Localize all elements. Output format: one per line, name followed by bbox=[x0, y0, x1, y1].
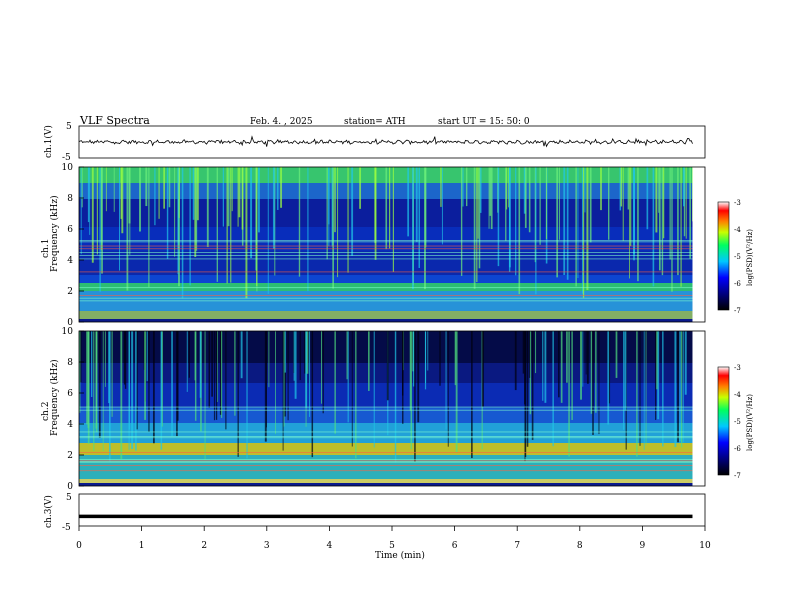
ch1-spec-ylabel-frequency: Frequency (kHz) bbox=[49, 195, 60, 272]
ch2-colorbar-tick: -7 bbox=[734, 472, 741, 480]
ch1-colorbar-tick: -5 bbox=[734, 253, 741, 261]
ch2-spec-ytick-label: 8 bbox=[67, 358, 73, 368]
ch2-colorbar-tick: -5 bbox=[734, 418, 741, 426]
x-tick-label: 9 bbox=[640, 541, 646, 551]
ch1-colorbar-tick: -3 bbox=[734, 199, 741, 207]
ch2-spec-ylabel-frequency: Frequency (kHz) bbox=[49, 359, 60, 436]
x-tick-label: 4 bbox=[327, 541, 333, 551]
ch1-ylabel: ch.1(V) bbox=[43, 125, 54, 158]
x-axis-label: Time (min) bbox=[375, 550, 425, 561]
ch3-ylabel: ch.3(V) bbox=[43, 495, 54, 528]
ch2-spectrogram-panel: 0 2 4 6 8 10 ch.2 Frequency (kHz) bbox=[41, 327, 706, 492]
ch1-spec-ytick-label: 2 bbox=[67, 287, 73, 297]
ch1-colorbar: -3 -4 -5 -6 -7 log(PSD)(V²/Hz) bbox=[717, 199, 754, 315]
ch2-colorbar-tick: -3 bbox=[734, 364, 741, 372]
ch2-spectrogram-image bbox=[79, 331, 705, 486]
ch1-spectrogram-image bbox=[79, 167, 705, 322]
station-label: station= ATH bbox=[344, 117, 406, 127]
ch1-spectrogram-panel: 0 2 4 6 8 10 ch.1 Frequency (kHz) bbox=[41, 163, 706, 328]
ch1-ytick-max: 5 bbox=[66, 122, 72, 132]
date-label: Feb. 4. , 2025 bbox=[250, 117, 313, 127]
ch1-colorbar-tick: -4 bbox=[734, 226, 741, 234]
ch1-waveform-line bbox=[78, 135, 693, 148]
ch3-ytick-max: 5 bbox=[66, 493, 72, 503]
ch1-spec-ytick-label: 6 bbox=[67, 225, 73, 235]
start-time-label: start UT = 15: 50: 0 bbox=[438, 117, 530, 127]
x-tick-label: 10 bbox=[699, 541, 711, 551]
ch2-spec-ytick-label: 6 bbox=[67, 389, 73, 399]
ch2-spec-ytick-label: 4 bbox=[67, 420, 73, 430]
ch1-waveform-panel: 5 -5 ch.1(V) bbox=[43, 122, 706, 163]
ch1-spec-ytick-label: 4 bbox=[67, 256, 73, 266]
ch2-spec-ytick-label: 2 bbox=[67, 451, 73, 461]
ch1-spec-ytick-label: 0 bbox=[67, 318, 73, 328]
x-tick-label: 5 bbox=[389, 541, 395, 551]
x-tick-label: 2 bbox=[201, 541, 207, 551]
ch1-spec-ylabel-channel: ch.1 bbox=[41, 239, 51, 258]
ch2-spec-ylabel-channel: ch.2 bbox=[41, 402, 51, 421]
ch2-spec-ytick-label: 10 bbox=[62, 327, 74, 337]
ch2-colorbar-tick: -4 bbox=[734, 391, 741, 399]
ch1-spec-ytick-label: 8 bbox=[67, 194, 73, 204]
ch1-ytick-min: -5 bbox=[62, 153, 71, 163]
x-tick-label: 8 bbox=[577, 541, 583, 551]
ch3-waveform-panel: 5 -5 ch.3(V) bbox=[43, 493, 706, 533]
x-tick-label: 3 bbox=[264, 541, 270, 551]
ch2-colorbar-tick: -6 bbox=[734, 445, 741, 453]
ch3-ytick-min: -5 bbox=[62, 523, 71, 533]
ch1-colorbar-tick: -7 bbox=[734, 307, 741, 315]
x-tick-label: 0 bbox=[76, 541, 82, 551]
x-tick-label: 7 bbox=[514, 541, 520, 551]
figure-title: VLF Spectra bbox=[79, 114, 150, 127]
ch2-colorbar: -3 -4 -5 -6 -7 log(PSD)(V²/Hz) bbox=[717, 364, 754, 480]
time-axis: 0 1 2 3 4 5 6 7 8 9 10 bbox=[76, 526, 711, 551]
x-tick-label: 1 bbox=[139, 541, 145, 551]
x-tick-label: 6 bbox=[452, 541, 458, 551]
ch2-spec-ytick-label: 0 bbox=[67, 482, 73, 492]
ch1-colorbar-tick: -6 bbox=[734, 280, 741, 288]
ch1-spec-ytick-label: 10 bbox=[62, 163, 74, 173]
ch2-colorbar-label: log(PSD)(V²/Hz) bbox=[746, 394, 754, 451]
ch1-colorbar-label: log(PSD)(V²/Hz) bbox=[746, 229, 754, 286]
